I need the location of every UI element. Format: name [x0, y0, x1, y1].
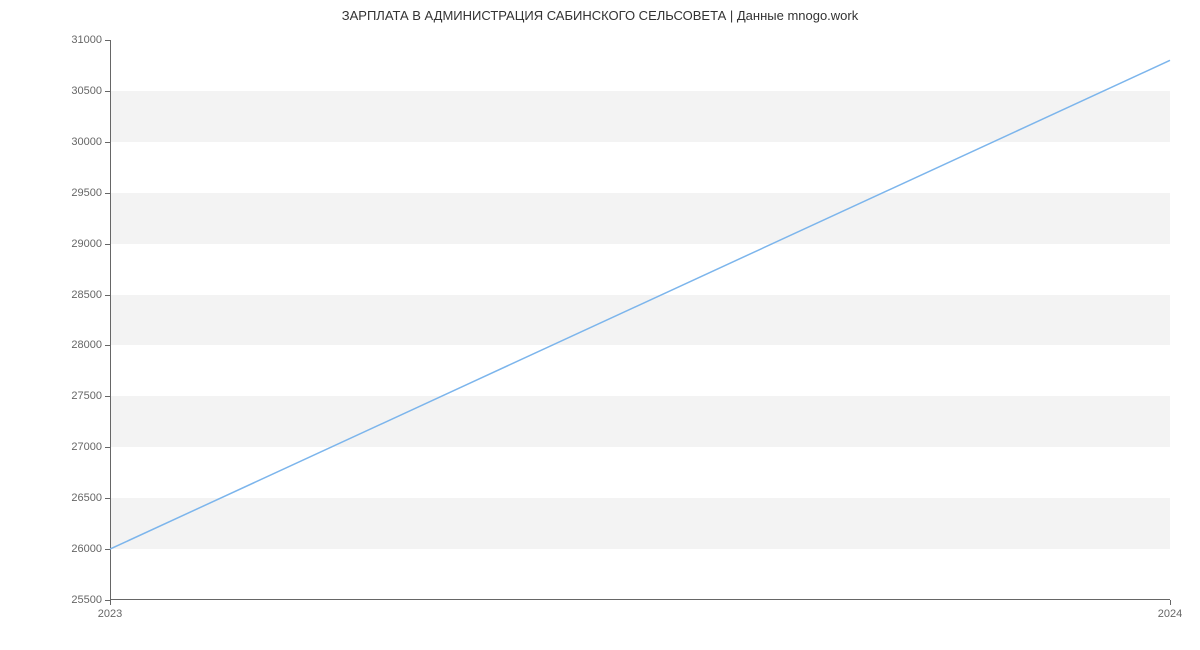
series-line — [110, 60, 1170, 549]
y-tick-mark — [105, 396, 110, 397]
y-tick-mark — [105, 498, 110, 499]
y-tick-mark — [105, 40, 110, 41]
plot-area: 2550026000265002700027500280002850029000… — [110, 40, 1170, 600]
chart-title: ЗАРПЛАТА В АДМИНИСТРАЦИЯ САБИНСКОГО СЕЛЬ… — [0, 8, 1200, 23]
x-tick-mark — [110, 600, 111, 605]
y-tick-mark — [105, 142, 110, 143]
y-tick-mark — [105, 447, 110, 448]
y-tick-mark — [105, 295, 110, 296]
y-tick-mark — [105, 549, 110, 550]
line-series-svg — [110, 40, 1170, 600]
y-tick-mark — [105, 193, 110, 194]
chart-container: ЗАРПЛАТА В АДМИНИСТРАЦИЯ САБИНСКОГО СЕЛЬ… — [0, 0, 1200, 650]
y-tick-mark — [105, 91, 110, 92]
y-tick-mark — [105, 345, 110, 346]
x-tick-mark — [1170, 600, 1171, 605]
y-tick-mark — [105, 244, 110, 245]
